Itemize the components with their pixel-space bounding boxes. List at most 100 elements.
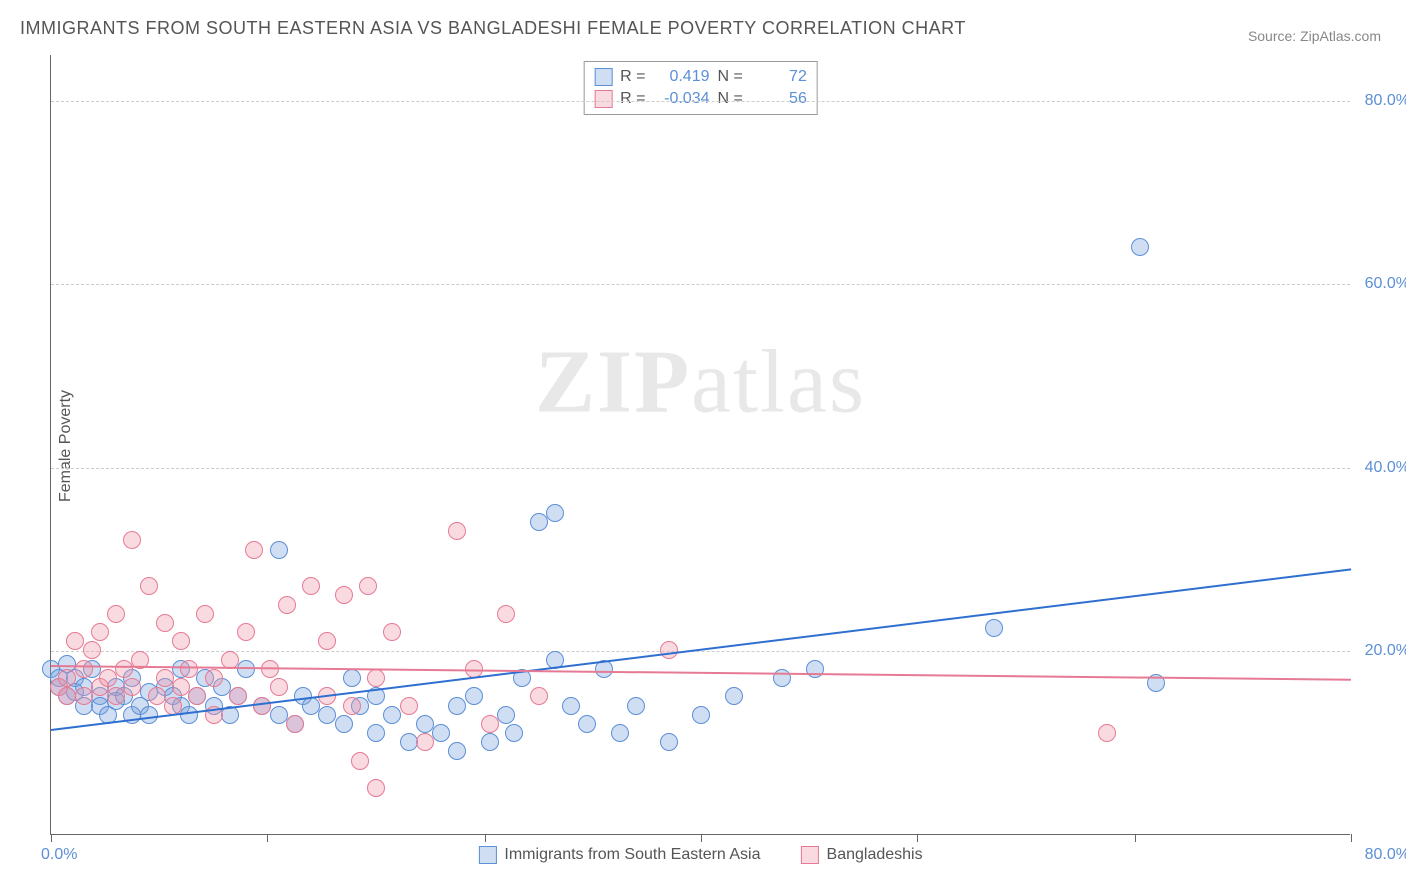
data-point [578,715,596,733]
legend: Immigrants from South Eastern Asia Bangl… [478,846,922,864]
y-tick-label: 60.0% [1365,275,1406,293]
x-tick [267,834,268,842]
n-value-series1: 72 [757,68,807,86]
data-point [367,779,385,797]
data-point [172,678,190,696]
data-point [546,504,564,522]
data-point [123,531,141,549]
data-point [318,632,336,650]
x-tick [917,834,918,842]
x-tick [701,834,702,842]
gridline [51,468,1350,469]
n-value-series2: 56 [757,90,807,108]
data-point [448,522,466,540]
data-point [530,513,548,531]
data-point [448,742,466,760]
stats-row: R = -0.034 N = 56 [594,88,807,110]
gridline [51,284,1350,285]
y-tick-label: 80.0% [1365,92,1406,110]
data-point [123,678,141,696]
x-axis-max-label: 80.0% [1365,846,1406,864]
data-point [725,687,743,705]
data-point [660,733,678,751]
gridline [51,651,1350,652]
plot-area: ZIPatlas R = 0.419 N = 72 R = -0.034 N =… [50,55,1350,835]
watermark: ZIPatlas [535,331,866,434]
data-point [985,619,1003,637]
legend-label: Immigrants from South Eastern Asia [504,846,760,864]
x-tick [1351,834,1352,842]
data-point [692,706,710,724]
data-point [229,687,247,705]
x-tick [51,834,52,842]
series2-swatch [594,90,612,108]
r-label: R = [620,90,645,108]
gridline [51,101,1350,102]
data-point [465,687,483,705]
data-point [1098,724,1116,742]
data-point [91,623,109,641]
data-point [148,687,166,705]
stats-row: R = 0.419 N = 72 [594,66,807,88]
data-point [367,724,385,742]
data-point [286,715,304,733]
data-point [660,641,678,659]
data-point [497,605,515,623]
data-point [75,687,93,705]
data-point [383,623,401,641]
data-point [343,669,361,687]
data-point [66,632,84,650]
data-point [383,706,401,724]
chart-container: IMMIGRANTS FROM SOUTH EASTERN ASIA VS BA… [0,0,1406,892]
correlation-stats-box: R = 0.419 N = 72 R = -0.034 N = 56 [583,61,818,115]
data-point [164,697,182,715]
data-point [318,706,336,724]
chart-title: IMMIGRANTS FROM SOUTH EASTERN ASIA VS BA… [20,18,966,39]
data-point [237,623,255,641]
data-point [448,697,466,715]
data-point [359,577,377,595]
data-point [302,577,320,595]
data-point [99,669,117,687]
data-point [270,706,288,724]
data-point [140,577,158,595]
data-point [343,697,361,715]
data-point [497,706,515,724]
data-point [627,697,645,715]
data-point [156,614,174,632]
source-attribution: Source: ZipAtlas.com [1248,28,1381,44]
data-point [530,687,548,705]
data-point [505,724,523,742]
data-point [481,715,499,733]
series1-swatch [478,846,496,864]
data-point [115,660,133,678]
r-value-series2: -0.034 [660,90,710,108]
data-point [140,706,158,724]
data-point [180,660,198,678]
data-point [416,733,434,751]
data-point [481,733,499,751]
r-value-series1: 0.419 [660,68,710,86]
data-point [1131,238,1149,256]
data-point [270,541,288,559]
legend-label: Bangladeshis [827,846,923,864]
data-point [196,605,214,623]
n-label: N = [718,68,743,86]
data-point [83,641,101,659]
r-label: R = [620,68,645,86]
y-tick-label: 40.0% [1365,459,1406,477]
data-point [367,669,385,687]
data-point [335,586,353,604]
legend-item: Bangladeshis [801,846,923,864]
data-point [400,697,418,715]
data-point [107,605,125,623]
data-point [107,687,125,705]
data-point [75,660,93,678]
data-point [562,697,580,715]
data-point [58,669,76,687]
x-tick [485,834,486,842]
y-tick-label: 20.0% [1365,642,1406,660]
data-point [270,678,288,696]
data-point [335,715,353,733]
data-point [205,669,223,687]
